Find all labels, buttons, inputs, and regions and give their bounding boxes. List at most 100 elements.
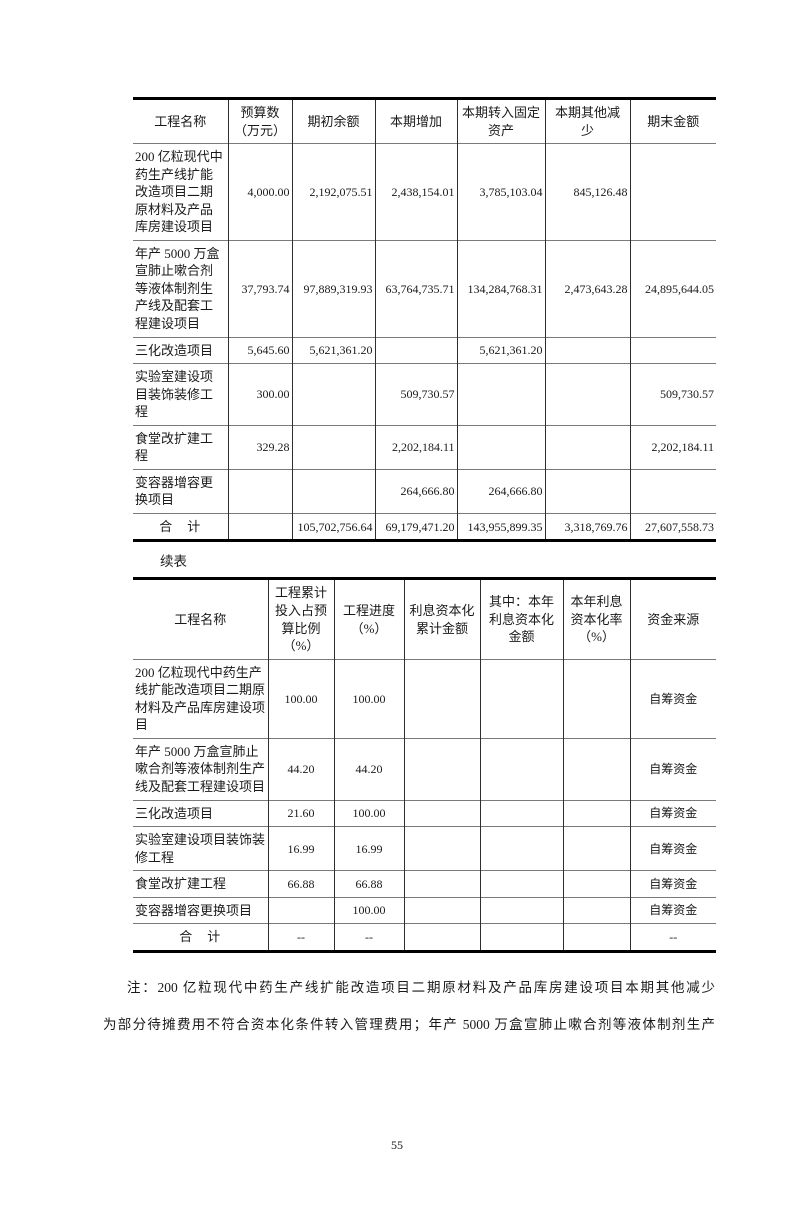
value-cell: -- <box>333 923 404 952</box>
value-cell <box>544 468 630 514</box>
value-cell <box>479 658 563 739</box>
value-cell <box>544 363 630 426</box>
value-cell <box>629 336 716 364</box>
project-name-cell: 年产 5000 万盒宣肺止嗽合剂等液体制剂生产线及配套工程建设项目 <box>133 737 268 800</box>
value-cell: 97,889,319.93 <box>291 239 375 338</box>
value-cell <box>479 870 563 898</box>
value-cell: 44.20 <box>267 737 334 800</box>
value-cell <box>403 870 480 898</box>
table-row: 三化改造项目 5,645.60 5,621,361.20 5,621,361.2… <box>133 336 716 364</box>
funding-source-cell: 自筹资金 <box>629 737 716 800</box>
column-header: 工程累计投入占预算比例（%） <box>267 578 334 660</box>
value-cell: 27,607,558.73 <box>629 512 716 541</box>
value-cell: 2,202,184.11 <box>374 424 457 470</box>
value-cell: -- <box>267 923 334 952</box>
column-header: 本期增加 <box>374 98 457 144</box>
value-cell: 63,764,735.71 <box>374 239 457 338</box>
value-cell <box>562 658 630 739</box>
value-cell: 3,318,769.76 <box>544 512 630 541</box>
table-row: 变容器增容更换项目 264,666.80 264,666.80 <box>133 468 716 514</box>
construction-progress-continued-table: 工程名称 工程累计投入占预算比例（%） 工程进度（%） 利息资本化累计金额 其中… <box>133 577 716 953</box>
value-cell: 100.00 <box>333 896 404 924</box>
project-name-cell: 食堂改扩建工程 <box>133 424 228 470</box>
project-name-cell: 三化改造项目 <box>133 336 228 364</box>
value-cell: 21.60 <box>267 799 334 827</box>
value-cell: 2,438,154.01 <box>374 143 457 241</box>
value-cell <box>544 336 630 364</box>
value-cell <box>403 923 480 952</box>
footnote-line: 注：200 亿粒现代中药生产线扩能改造项目二期原材料及产品库房建设项目本期其他减… <box>127 979 715 995</box>
value-cell: 143,955,899.35 <box>456 512 545 541</box>
continued-table-label: 续表 <box>160 554 187 570</box>
total-label-cell: 合 计 <box>133 923 268 952</box>
value-cell <box>629 143 716 241</box>
funding-source-cell: -- <box>629 923 716 952</box>
table-row: 年产 5000 万盒宣肺止嗽合剂等液体制剂生产线及配套工程建设项目 37,793… <box>133 239 716 338</box>
table-row: 年产 5000 万盒宣肺止嗽合剂等液体制剂生产线及配套工程建设项目 44.20 … <box>133 737 716 800</box>
value-cell: 16.99 <box>267 826 334 871</box>
column-header: 资金来源 <box>629 578 716 660</box>
value-cell <box>562 923 630 952</box>
value-cell <box>403 737 480 800</box>
funding-source-cell: 自筹资金 <box>629 826 716 871</box>
column-header: 工程名称 <box>154 113 207 129</box>
footnote-line: 为部分待摊费用不符合资本化条件转入管理费用；年产 5000 万盒宣肺止嗽合剂等液… <box>103 1016 715 1032</box>
value-cell <box>562 896 630 924</box>
value-cell: 105,702,756.64 <box>291 512 375 541</box>
value-cell <box>544 424 630 470</box>
project-name-cell: 变容器增容更换项目 <box>133 468 228 514</box>
column-header: 利息资本化累计金额 <box>403 578 480 660</box>
table-row: 200 亿粒现代中药生产线扩能改造项目二期原材料及产品库房建设项目 100.00… <box>133 658 716 739</box>
value-cell: 509,730.57 <box>374 363 457 426</box>
column-header: 工程名称 <box>174 611 227 627</box>
column-header: 本期其他减少 <box>544 98 630 144</box>
column-header: 本期转入固定资产 <box>456 98 545 144</box>
value-cell: 24,895,644.05 <box>629 239 716 338</box>
value-cell <box>479 896 563 924</box>
table-header-row: 工程名称 工程累计投入占预算比例（%） 工程进度（%） 利息资本化累计金额 其中… <box>133 578 716 660</box>
funding-source-cell: 自筹资金 <box>629 896 716 924</box>
value-cell <box>562 870 630 898</box>
table-row: 实验室建设项目装饰装修工程 300.00 509,730.57 509,730.… <box>133 363 716 426</box>
table-header-row: 工程名称 预算数（万元） 期初余额 本期增加 本期转入固定资产 本期其他减少 期… <box>133 98 716 144</box>
value-cell: 3,785,103.04 <box>456 143 545 241</box>
value-cell: 100.00 <box>333 658 404 739</box>
value-cell <box>403 799 480 827</box>
footnote: 注：200 亿粒现代中药生产线扩能改造项目二期原材料及产品库房建设项目本期其他减… <box>103 969 715 1043</box>
value-cell: 16.99 <box>333 826 404 871</box>
total-row: 合 计 105,702,756.64 69,179,471.20 143,955… <box>133 512 716 541</box>
total-label-cell: 合 计 <box>133 512 228 541</box>
value-cell: 4,000.00 <box>227 143 292 241</box>
total-row: 合 计 -- -- -- <box>133 923 716 952</box>
value-cell: 264,666.80 <box>456 468 545 514</box>
table-row: 实验室建设项目装饰装修工程 16.99 16.99 自筹资金 <box>133 826 716 871</box>
document-page: 工程名称 预算数（万元） 期初余额 本期增加 本期转入固定资产 本期其他减少 期… <box>0 97 794 1152</box>
value-cell: 44.20 <box>333 737 404 800</box>
project-name-cell: 变容器增容更换项目 <box>133 896 268 924</box>
value-cell: 5,621,361.20 <box>291 336 375 364</box>
column-header: 预算数（万元） <box>227 98 292 144</box>
page-number: 55 <box>391 1138 403 1152</box>
value-cell <box>403 826 480 871</box>
value-cell: 66.88 <box>267 870 334 898</box>
column-header: 期末金额 <box>629 98 716 144</box>
value-cell <box>267 896 334 924</box>
value-cell: 2,202,184.11 <box>629 424 716 470</box>
column-header: 期初余额 <box>291 98 375 144</box>
column-header: 本年利息资本化率（%） <box>562 578 630 660</box>
column-header: 其中：本年利息资本化金额 <box>479 578 563 660</box>
column-header: 工程进度（%） <box>333 578 404 660</box>
construction-in-progress-table: 工程名称 预算数（万元） 期初余额 本期增加 本期转入固定资产 本期其他减少 期… <box>133 97 716 543</box>
project-name-cell: 200 亿粒现代中药生产线扩能改造项目二期原材料及产品库房建设项目 <box>133 658 268 739</box>
project-name-cell: 三化改造项目 <box>133 799 268 827</box>
value-cell <box>479 799 563 827</box>
project-name-cell: 实验室建设项目装饰装修工程 <box>133 363 228 426</box>
value-cell <box>479 923 563 952</box>
value-cell: 845,126.48 <box>544 143 630 241</box>
value-cell <box>562 737 630 800</box>
value-cell <box>479 826 563 871</box>
funding-source-cell: 自筹资金 <box>629 870 716 898</box>
value-cell: 509,730.57 <box>629 363 716 426</box>
value-cell: 134,284,768.31 <box>456 239 545 338</box>
table-row: 食堂改扩建工程 329.28 2,202,184.11 2,202,184.11 <box>133 424 716 470</box>
